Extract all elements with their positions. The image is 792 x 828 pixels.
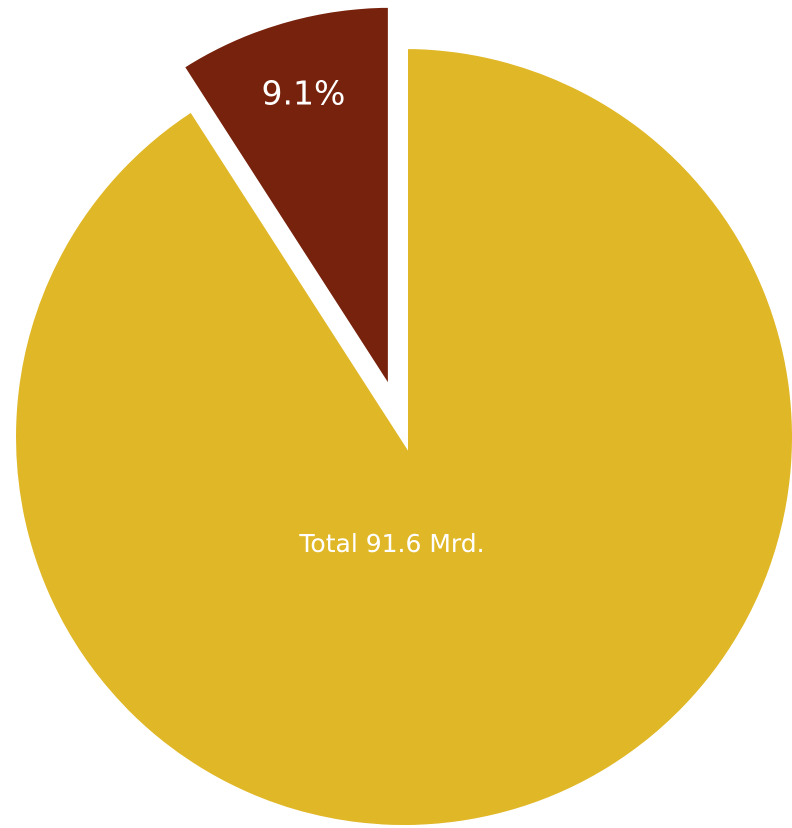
pie <box>8 0 792 828</box>
data-label: 9.1% <box>262 73 346 112</box>
pie-slice <box>8 40 792 828</box>
annotation: Total 91.6 Mrd. <box>298 529 484 558</box>
pie-slice <box>174 0 396 410</box>
